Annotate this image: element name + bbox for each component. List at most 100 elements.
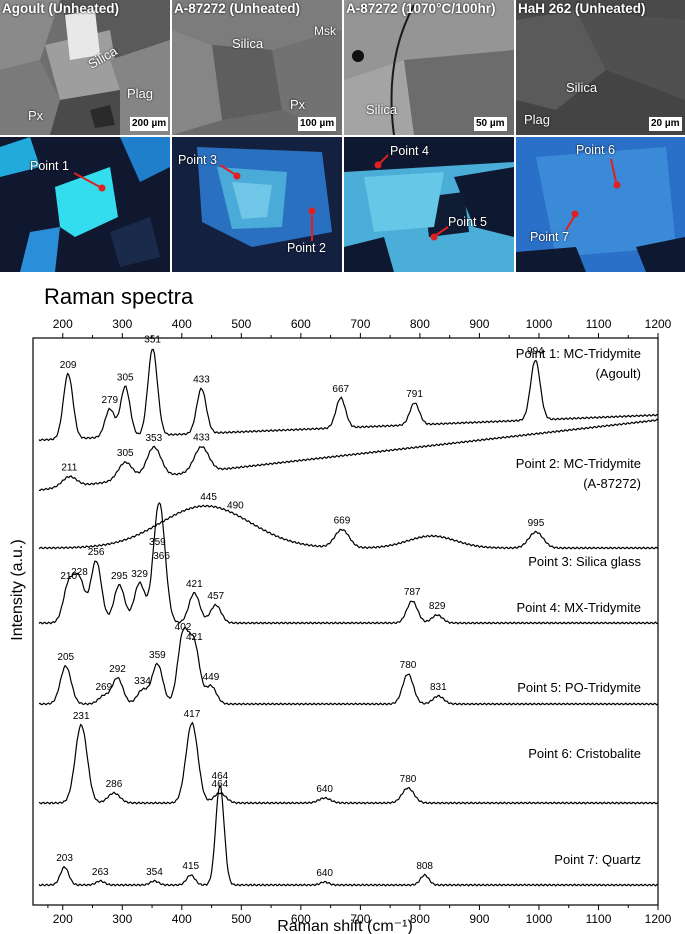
x-tick-label-bottom: 400 (172, 912, 192, 926)
spectrum-line (38, 348, 659, 442)
spectra-layer (38, 348, 659, 887)
scale-bar: 200 µm (130, 117, 169, 131)
peak-label: 457 (207, 591, 224, 602)
series-label: Point 4: MX-Tridymite (517, 600, 642, 615)
peak-label: 351 (144, 334, 161, 345)
peak-label: 295 (111, 571, 128, 582)
mineral-label-silica: Silica (366, 102, 398, 117)
mineral-label-silica: Silica (566, 80, 598, 95)
peak-label: 831 (430, 682, 447, 693)
peak-label: 994 (527, 346, 544, 357)
image-title: HaH 262 (Unheated) (518, 1, 646, 16)
point-label-1: Point 1 (30, 159, 69, 173)
bse-image-a87272-heated: A-87272 (1070°C/100hr) Silica 50 µm (344, 0, 514, 135)
x-tick-label-top: 300 (112, 317, 132, 331)
x-tick-label-bottom: 500 (231, 912, 251, 926)
axes-layer: 200 200 300 300 400 400 500 500 600 600 700 700 800 8… (32, 317, 672, 926)
peak-label: 263 (92, 867, 109, 878)
peak-label: 359 (149, 650, 166, 661)
peak-label: 490 (227, 500, 244, 511)
x-axis-label: Raman shift (cm⁻¹) (277, 918, 413, 934)
cl-texture-agoult (0, 137, 170, 272)
image-title: A-87272 (1070°C/100hr) (346, 1, 496, 16)
peak-label: 417 (184, 709, 201, 720)
point-label-4: Point 4 (390, 144, 429, 158)
x-tick-label-bottom: 800 (410, 912, 430, 926)
point-label-2: Point 2 (287, 241, 326, 255)
peak-label: 640 (316, 784, 333, 795)
cl-image-agoult: Point 1 (0, 137, 170, 272)
point-label-7: Point 7 (530, 230, 569, 244)
spectrum-line (38, 626, 659, 706)
peak-label: 787 (404, 587, 421, 598)
peak-label: 780 (400, 774, 417, 785)
peak-label: 292 (109, 664, 126, 675)
image-title: Agoult (Unheated) (2, 1, 119, 16)
point-label-6: Point 6 (576, 143, 615, 157)
mineral-label-plag: Plag (127, 86, 154, 101)
peak-label: 421 (186, 632, 203, 643)
series-label: Point 5: PO-Tridymite (517, 680, 641, 695)
peak-label: 286 (106, 779, 123, 790)
peak-label: 415 (182, 861, 199, 872)
x-tick-label-top: 900 (469, 317, 489, 331)
peak-label: 305 (117, 448, 134, 459)
peak-label: 421 (186, 579, 203, 590)
x-tick-label-top: 200 (53, 317, 73, 331)
peak-label: 829 (429, 601, 446, 612)
x-tick-label-top: 400 (172, 317, 192, 331)
mineral-label-silica: Silica (232, 36, 264, 51)
peak-label: 256 (88, 547, 105, 558)
labels-layer: Point 1: MC-Tridymite (Agoult) 209 279 305 35… (56, 334, 641, 879)
scale-bar: 100 µm (298, 117, 337, 131)
peak-label: 353 (145, 433, 162, 444)
peak-label: 995 (528, 518, 545, 529)
point-label-3: Point 3 (178, 153, 217, 167)
bse-texture-agoult (0, 0, 170, 135)
peak-label: 305 (117, 373, 134, 384)
peak-label: 334 (134, 676, 151, 687)
peak-label: 209 (60, 360, 77, 371)
cl-image-hah262: Point 6 Point 7 (516, 137, 685, 272)
point-marker-1 (73, 172, 106, 192)
peak-label: 231 (73, 711, 90, 722)
peak-label: 269 (95, 682, 112, 693)
spectrum-line (38, 721, 659, 805)
series-label: Point 2: MC-Tridymite (516, 456, 641, 471)
peak-label: 780 (400, 660, 417, 671)
mineral-label-msk: Msk (314, 24, 336, 38)
x-tick-label-top: 600 (291, 317, 311, 331)
x-tick-label-top: 1000 (526, 317, 553, 331)
series-label: Point 3: Silica glass (528, 554, 641, 569)
series-label: Point 7: Quartz (554, 852, 641, 867)
point-label-5: Point 5 (448, 215, 487, 229)
bse-texture-a87272 (172, 0, 342, 135)
y-axis-label: Intensity (a.u.) (9, 539, 26, 640)
x-tick-label-bottom: 900 (469, 912, 489, 926)
x-tick-label-bottom: 1200 (645, 912, 672, 926)
x-tick-label-bottom: 600 (291, 912, 311, 926)
peak-label: 445 (200, 492, 217, 503)
cl-image-a87272-heated: Point 4 Point 5 (344, 137, 514, 272)
peak-label: 808 (416, 861, 433, 872)
series-label-sub: (Agoult) (595, 366, 641, 381)
bse-image-agoult: Agoult (Unheated) Silica Px Plag 200 µm (0, 0, 170, 135)
spectrum-line (38, 418, 659, 492)
mineral-label-plag: Plag (524, 112, 551, 127)
peak-label: 211 (61, 463, 77, 474)
peak-label: 449 (203, 672, 220, 683)
mineral-label-px: Px (290, 97, 306, 112)
peak-label: 366 (153, 551, 170, 562)
cl-image-a87272: Point 3 Point 2 (172, 137, 342, 272)
peak-label: 205 (57, 652, 74, 663)
peak-label: 669 (334, 516, 351, 527)
x-tick-label-bottom: 1100 (586, 912, 612, 926)
peak-label: 433 (193, 374, 210, 385)
cl-texture-heated (344, 137, 514, 272)
x-tick-label-top: 700 (350, 317, 370, 331)
x-tick-label-top: 1200 (645, 317, 672, 331)
peak-label: 640 (316, 868, 333, 879)
plot-frame (32, 337, 659, 906)
x-tick-label-bottom: 200 (53, 912, 73, 926)
